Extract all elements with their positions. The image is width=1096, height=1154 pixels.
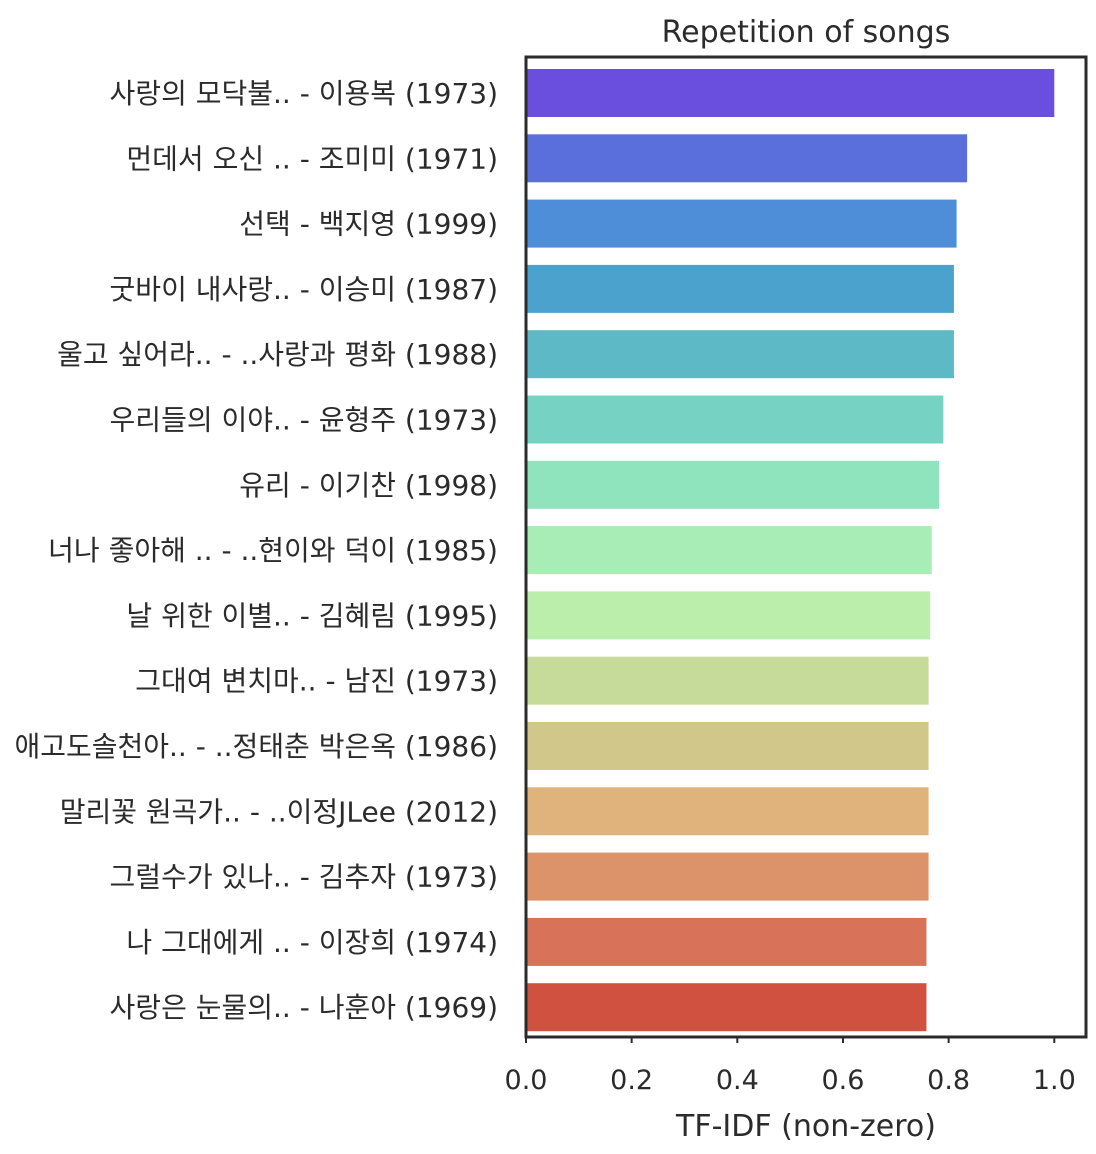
x-tick-label: 0.6 <box>822 1065 865 1096</box>
y-tick-label: 사랑의 모닥불.. - 이용복 (1973) <box>110 77 498 110</box>
chart-title: Repetition of songs <box>662 15 951 50</box>
x-tick-label: 1.0 <box>1033 1065 1076 1096</box>
y-tick-label: 그대여 변치마.. - 남진 (1973) <box>135 665 498 698</box>
y-tick-label: 선택 - 백지영 (1999) <box>239 208 498 241</box>
x-tick-label: 0.2 <box>610 1065 653 1096</box>
bar <box>527 917 927 966</box>
bar <box>527 526 932 575</box>
bar <box>527 134 968 183</box>
bar <box>527 656 929 705</box>
y-tick-label: 말리꽃 원곡가.. - ..이정JLee (2012) <box>60 795 498 828</box>
bar <box>527 199 957 248</box>
bar <box>527 787 929 836</box>
x-axis-ticks: 0.0 0.2 0.4 0.6 0.8 1.0 <box>505 1037 1076 1096</box>
bar <box>527 395 944 444</box>
x-tick-label: 0.4 <box>716 1065 759 1096</box>
bar <box>527 983 927 1032</box>
bar <box>527 69 1055 117</box>
x-tick-label: 0.0 <box>505 1065 548 1096</box>
bar <box>527 460 940 509</box>
bar <box>527 852 929 901</box>
y-tick-label: 그럴수가 있나.. - 김추자 (1973) <box>110 861 498 894</box>
y-tick-label: 먼데서 오신 .. - 조미미 (1971) <box>126 142 498 175</box>
y-tick-label: 울고 싶어라.. - ..사랑과 평화 (1988) <box>57 338 498 371</box>
plot-frame <box>524 55 1088 1039</box>
y-tick-label: 굿바이 내사랑.. - 이승미 (1987) <box>110 273 498 306</box>
y-tick-label: 애고도솔천아.. - ..정태춘 박은옥 (1986) <box>14 730 498 763</box>
bar <box>527 264 954 313</box>
x-axis-label: TF-IDF (non-zero) <box>675 1109 936 1144</box>
bars-layer <box>527 69 1055 1032</box>
bar <box>527 591 931 640</box>
y-tick-label: 사랑은 눈물의.. - 나훈아 (1969) <box>110 991 498 1024</box>
y-tick-label: 우리들의 이야.. - 윤형주 (1973) <box>110 404 498 437</box>
y-tick-label: 날 위한 이별.. - 김혜림 (1995) <box>126 599 498 632</box>
y-tick-label: 너나 좋아해 .. - ..현이와 덕이 (1985) <box>48 534 498 567</box>
y-tick-labels: 사랑의 모닥불.. - 이용복 (1973) 먼데서 오신 .. - 조미미 (1… <box>14 77 498 1024</box>
x-tick-label: 0.8 <box>927 1065 970 1096</box>
y-tick-label: 나 그대에게 .. - 이장희 (1974) <box>126 926 498 959</box>
y-tick-label: 유리 - 이기찬 (1998) <box>239 469 498 502</box>
bar <box>527 722 929 770</box>
bar <box>527 330 954 379</box>
